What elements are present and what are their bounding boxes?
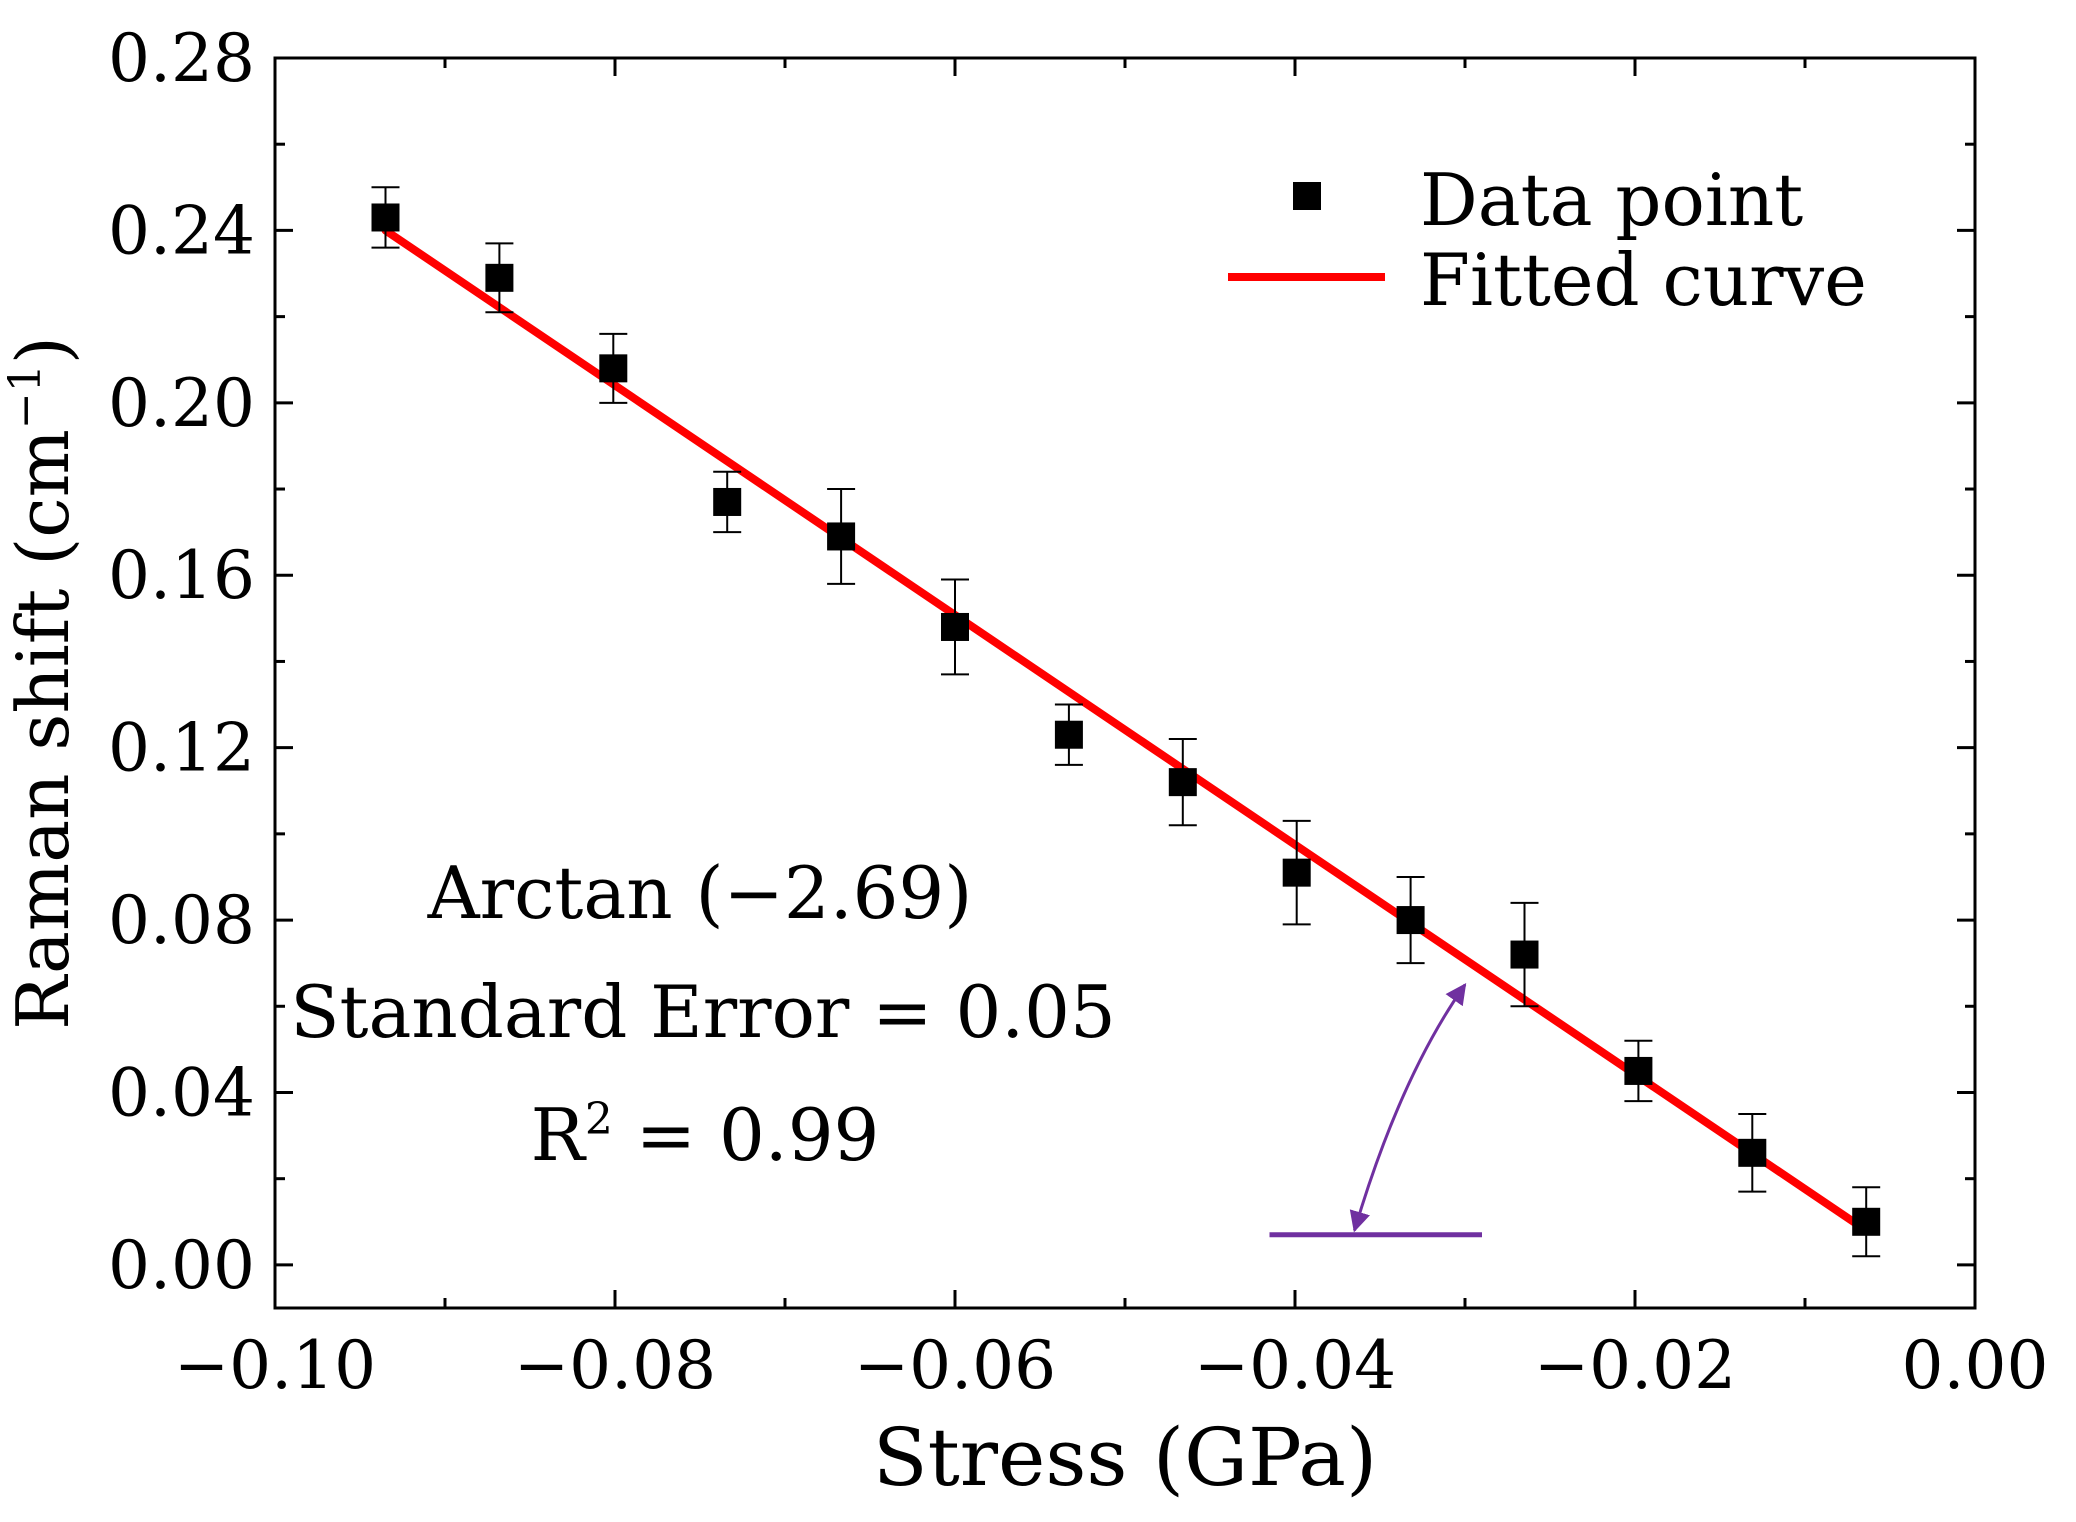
data-point [713, 487, 742, 516]
y-axis-ticks: 0.00 0.04 0.08 0.12 0.16 0.20 0.24 0.28 [108, 20, 1975, 1304]
fitted-line [381, 226, 1871, 1235]
x-tick-label: −0.08 [514, 1327, 716, 1404]
data-point [1852, 1207, 1881, 1236]
x-tick-label: 0.00 [1902, 1327, 2049, 1404]
y-tick-label: 0.04 [108, 1054, 255, 1131]
y-tick-label: 0.16 [108, 537, 255, 614]
y-axis-label-close: ) [1, 336, 85, 364]
data-point [1282, 858, 1311, 887]
data-point [1054, 720, 1083, 749]
annotation-standard-error: Standard Error = 0.05 [290, 970, 1116, 1054]
annotation-r-squared-suffix: = 0.99 [613, 1093, 879, 1177]
y-tick-label: 0.08 [108, 882, 255, 959]
y-axis-label-main: Raman shift (cm [1, 429, 85, 1030]
y-tick-label: 0.20 [108, 365, 255, 442]
data-point [941, 612, 969, 641]
y-tick-label: 0.00 [108, 1227, 255, 1304]
y-axis-label-sup: −1 [0, 364, 51, 429]
fitted-curve-layer [381, 226, 1871, 1235]
annotation-r-squared-prefix: R [531, 1093, 587, 1177]
data-point [1624, 1056, 1653, 1085]
data-point [599, 354, 628, 383]
data-point [371, 203, 400, 232]
annotation-arctan: Arctan (−2.69) [427, 851, 973, 935]
annotation-r-squared-sup: 2 [585, 1094, 613, 1145]
legend: Data point Fitted curve [1228, 158, 1867, 322]
data-point [1168, 768, 1197, 797]
x-tick-label: −0.10 [174, 1327, 376, 1404]
angle-annotation [1269, 983, 1482, 1238]
data-point [485, 263, 514, 292]
y-axis-label: Raman shift (cm−1) [0, 336, 85, 1030]
angle-arc-arrow [1349, 983, 1467, 1233]
data-point [827, 522, 856, 551]
y-tick-label: 0.12 [108, 710, 255, 787]
legend-label-fitted-curve: Fitted curve [1420, 238, 1867, 322]
x-axis-ticks: −0.10 −0.08 −0.06 −0.04 −0.02 0.00 [174, 58, 2049, 1404]
data-point [1510, 940, 1539, 969]
legend-label-data-point: Data point [1420, 158, 1803, 242]
y-tick-label: 0.24 [108, 192, 255, 269]
x-tick-label: −0.06 [854, 1327, 1056, 1404]
data-points-layer [371, 203, 1881, 1236]
x-axis-label: Stress (GPa) [873, 1411, 1377, 1504]
legend-marker-square [1293, 182, 1321, 210]
data-point [1396, 906, 1425, 935]
y-tick-label: 0.28 [108, 20, 255, 97]
x-tick-label: −0.04 [1194, 1327, 1396, 1404]
x-tick-label: −0.02 [1534, 1327, 1736, 1404]
data-point [1738, 1138, 1767, 1167]
annotation-r-squared: R2 = 0.99 [531, 1093, 880, 1177]
